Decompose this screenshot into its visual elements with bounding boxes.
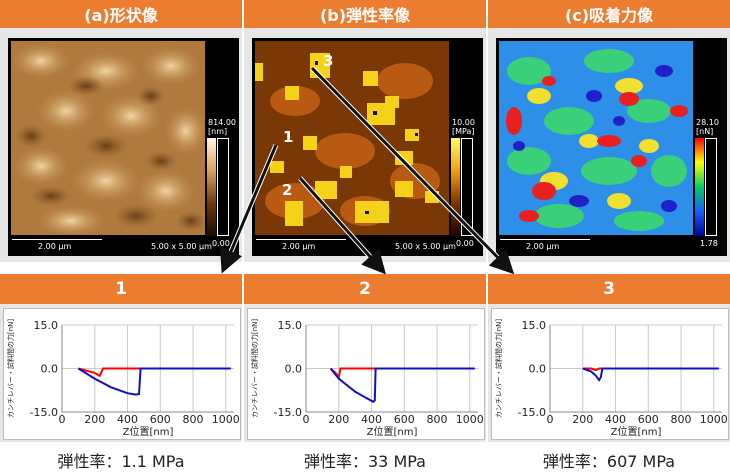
y-tick-label: 15.0 (278, 319, 303, 332)
scale-bar-label: 2.00 μm (282, 242, 316, 251)
graph-header-3: 3 (488, 274, 730, 304)
graph-header-2: 2 (244, 274, 486, 304)
colorbar-unit: [MPa] (452, 127, 475, 136)
force-curve-2: 0 200 400 600 800 1000 15.0 0.0 -15.0 Z位置[nm] カンチレ… (247, 308, 485, 440)
colorbar-max: 28.10 (696, 118, 719, 127)
force-curve-3: 0 200 400 600 800 1000 15.0 0.0 -15.0 Z位置[nm] カンチレ… (491, 308, 729, 440)
force-curve-1: 0 200 400 600 800 1000 15.0 0.0 -15.0 Z位置[nm] カンチレ… (3, 308, 241, 440)
arrow-1 (219, 144, 278, 274)
y-axis-label: カンチレバー・試料間の力[nN] (250, 319, 259, 418)
x-tick-label: 0 (547, 413, 554, 426)
y-tick-label: 0.0 (529, 363, 547, 376)
header-elasticity: (b)弾性率像 (244, 0, 486, 28)
colorbar-max: 814.00 (208, 118, 236, 127)
x-tick-label: 1000 (700, 413, 728, 426)
x-tick-label: 400 (361, 413, 382, 426)
x-tick-label: 600 (394, 413, 415, 426)
y-tick-label: 15.0 (34, 319, 59, 332)
force-curve-1-svg: 0 200 400 600 800 1000 15.0 0.0 -15.0 Z位置[nm] カンチレ… (6, 319, 240, 438)
x-tick-label: 600 (150, 413, 171, 426)
colorbar-unit: [nN] (696, 127, 714, 136)
x-axis-label: Z位置[nm] (367, 425, 418, 438)
x-tick-label: 1000 (212, 413, 240, 426)
x-tick-label: 200 (328, 413, 349, 426)
x-tick-label: 200 (572, 413, 593, 426)
scan-size-label: 5.00 x 5.00 μm (395, 242, 456, 251)
series-blue (77, 367, 231, 396)
topography-texture (11, 41, 205, 235)
elasticity-map: 10.00 [MPa] 0.00 2.00 μm 5.00 x 5.00 μm (252, 38, 483, 256)
caption-3: 弾性率：607 MPa (542, 452, 676, 471)
x-tick-label: 600 (638, 413, 659, 426)
y-tick-label: -15.0 (30, 406, 58, 419)
scan-size-label: 5.00 x 5.00 μm (151, 242, 212, 251)
x-axis-label: Z位置[nm] (611, 425, 662, 438)
y-tick-label: 15.0 (522, 319, 547, 332)
scale-bar-label: 2.00 μm (38, 242, 72, 251)
x-tick-label: 800 (671, 413, 692, 426)
colorbar-unit: [nm] (208, 127, 228, 136)
series-blue (329, 367, 475, 404)
x-tick-label: 0 (59, 413, 66, 426)
point-label-1: 1 (283, 128, 293, 146)
x-tick-label: 800 (183, 413, 204, 426)
x-tick-label: 800 (427, 413, 448, 426)
adhesion-map: 28.10 [nN] 1.78 2.00 μm (496, 38, 727, 256)
colorbar-min: 0.00 (212, 239, 230, 248)
adhesion-texture (499, 41, 693, 235)
arrow-3 (310, 66, 515, 275)
header-adhesion: (c)吸着力像 (488, 0, 730, 28)
x-tick-label: 0 (303, 413, 310, 426)
caption-2: 弾性率：33 MPa (304, 452, 426, 471)
topography-map: 814.00 [nm] 0.00 2.00 μm 5.00 x 5.00 μm (8, 38, 239, 256)
elasticity-texture (255, 41, 449, 235)
y-axis-label: カンチレバー・試料間の力[nN] (6, 319, 15, 418)
x-tick-label: 1000 (456, 413, 484, 426)
colorbar-max: 10.00 (452, 118, 475, 127)
header-topography: (a)形状像 (0, 0, 242, 28)
scale-bar-label: 2.00 μm (526, 242, 560, 251)
y-axis-label: カンチレバー・試料間の力[nN] (494, 319, 503, 418)
caption-1: 弾性率：1.1 MPa (57, 452, 185, 471)
y-tick-label: -15.0 (518, 406, 546, 419)
y-tick-label: -15.0 (274, 406, 302, 419)
force-curve-3-svg: 0 200 400 600 800 1000 15.0 0.0 -15.0 Z位置[nm] カンチレ… (494, 319, 728, 438)
x-tick-label: 400 (605, 413, 626, 426)
force-curve-2-svg: 0 200 400 600 800 1000 15.0 0.0 -15.0 Z位置[nm] カンチレ… (250, 319, 484, 438)
colorbar-min: 0.00 (456, 239, 474, 248)
x-tick-label: 400 (117, 413, 138, 426)
point-label-3: 3 (323, 52, 333, 70)
graph-header-1: 1 (0, 274, 242, 304)
arrow-2 (298, 177, 386, 275)
y-tick-label: 0.0 (285, 363, 303, 376)
x-axis-label: Z位置[nm] (123, 425, 174, 438)
point-label-2: 2 (282, 181, 292, 199)
colorbar-min: 1.78 (700, 239, 718, 248)
x-tick-label: 200 (84, 413, 105, 426)
y-tick-label: 0.0 (41, 363, 59, 376)
series-blue (582, 367, 719, 382)
